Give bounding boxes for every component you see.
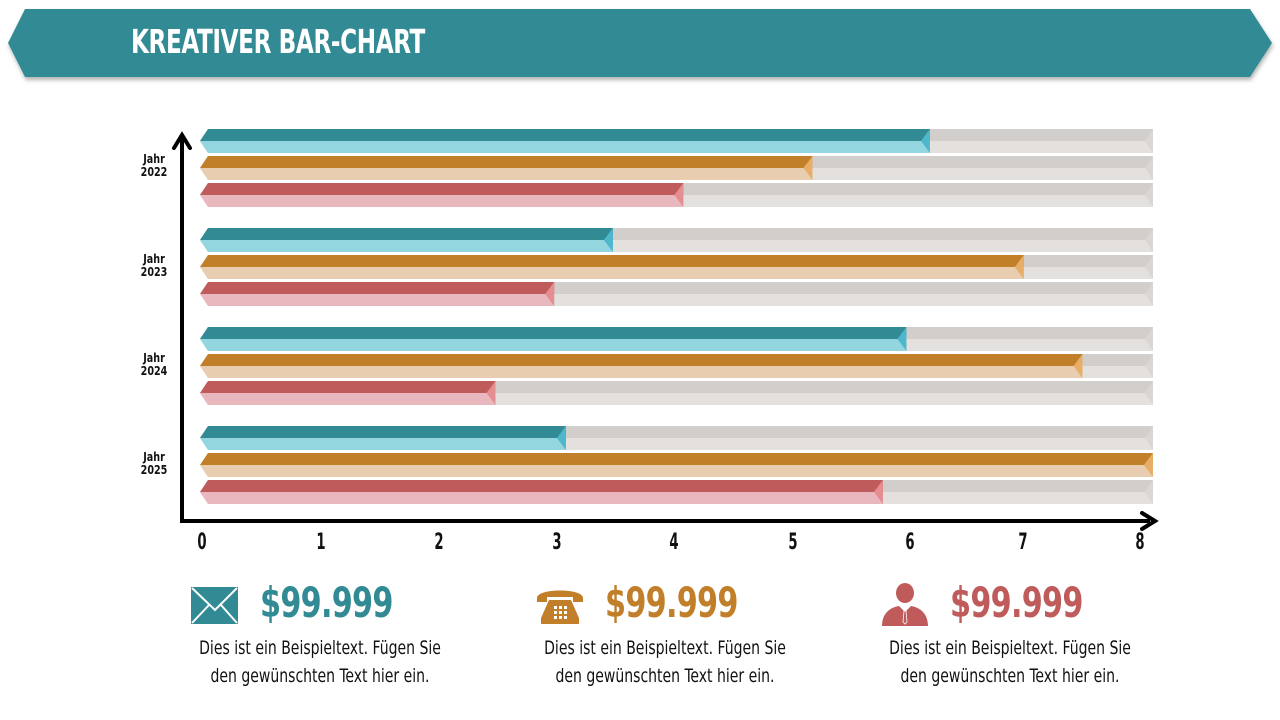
bar-bottom [200, 195, 684, 207]
bar-tip [556, 426, 566, 450]
track-end [1144, 129, 1153, 153]
bar-tip [803, 156, 813, 180]
track-end [1144, 354, 1153, 378]
x-tick-label: 2 [434, 530, 444, 555]
envelope-icon [191, 587, 238, 624]
track-end [1144, 282, 1153, 306]
track-end [1144, 183, 1153, 207]
bar-bottom [200, 294, 555, 306]
track-end [1144, 327, 1153, 351]
track-end [1144, 255, 1153, 279]
bar-top [200, 354, 1083, 366]
y-axis-arrow [172, 131, 192, 150]
y-label-line2: 2023 [140, 265, 168, 279]
bar-bottom [200, 492, 883, 504]
bar-2024-series-1 [200, 327, 907, 351]
bar-top [200, 255, 1024, 267]
bar-tip [545, 282, 555, 306]
card-description: Dies ist ein Beispieltext. Fügen Sie den… [889, 637, 1131, 687]
bar-bottom [200, 168, 813, 180]
bar-top [200, 327, 907, 339]
y-label-2024: Jahr 2024 [130, 352, 178, 378]
track-end [1144, 426, 1153, 450]
bar-top [200, 480, 883, 492]
bar-tip [897, 327, 907, 351]
header-banner [8, 9, 1272, 77]
bar-2022-series-1 [200, 129, 930, 153]
bar-tip [1073, 354, 1083, 378]
bar-bottom [200, 267, 1024, 279]
bar-2023-series-2 [200, 255, 1024, 279]
card-description: Dies ist ein Beispieltext. Fügen Sie den… [544, 637, 786, 687]
bar-tip [920, 129, 930, 153]
bar-bottom [200, 240, 613, 252]
telephone-icon [537, 590, 583, 624]
bar-2025-series-3 [200, 480, 883, 504]
y-label-2022: Jahr 2022 [130, 153, 178, 179]
y-label-line1: Jahr [143, 351, 165, 365]
bar-2024-series-3 [200, 381, 496, 405]
bar-bottom [200, 141, 930, 153]
card-value: $99.999 [605, 578, 738, 627]
x-tick-label: 3 [552, 530, 562, 555]
header-shape [8, 9, 1272, 77]
x-tick-label: 5 [788, 530, 798, 555]
bar-top [200, 129, 930, 141]
track-end [1144, 228, 1153, 252]
track-end [1144, 480, 1153, 504]
bar-bottom [200, 438, 566, 450]
bar-top [200, 282, 555, 294]
bar-2023-series-1 [200, 228, 613, 252]
y-label-line1: Jahr [143, 450, 165, 464]
x-tick-label: 7 [1018, 530, 1028, 555]
bar-2024-series-2 [200, 354, 1083, 378]
page-title: KREATIVER BAR-CHART [131, 22, 425, 61]
axes [172, 131, 1159, 531]
x-tick-label: 8 [1135, 530, 1145, 555]
x-tick-label: 0 [197, 530, 207, 555]
bar-bottom [200, 465, 1153, 477]
x-axis-arrow [1140, 511, 1159, 531]
bar-2022-series-2 [200, 156, 813, 180]
y-label-line2: 2025 [140, 463, 168, 477]
bar-tip [873, 480, 883, 504]
y-label-2025: Jahr 2025 [130, 451, 178, 477]
track-end [1144, 381, 1153, 405]
bar-tip [603, 228, 613, 252]
x-tick-label: 1 [316, 530, 326, 555]
card-value: $99.999 [260, 578, 393, 627]
bar-marks [200, 129, 1153, 504]
bar-2023-series-3 [200, 282, 555, 306]
y-label-line1: Jahr [143, 152, 165, 166]
y-label-line2: 2024 [140, 364, 168, 378]
bar-top [200, 381, 496, 393]
y-label-2023: Jahr 2023 [130, 253, 178, 279]
bar-top [200, 228, 613, 240]
bar-top [200, 156, 813, 168]
bar-tip [1014, 255, 1024, 279]
x-tick-label: 6 [905, 530, 915, 555]
y-label-line1: Jahr [143, 252, 165, 266]
person-icon [882, 583, 928, 626]
bar-2022-series-3 [200, 183, 684, 207]
bar-tip [1143, 453, 1153, 477]
bar-bottom [200, 393, 496, 405]
track-end [1144, 156, 1153, 180]
bar-bottom [200, 366, 1083, 378]
bar-2025-series-2 [200, 453, 1153, 477]
x-tick-label: 4 [669, 530, 679, 555]
y-label-line2: 2022 [140, 165, 168, 179]
bar-tip [486, 381, 496, 405]
card-value: $99.999 [950, 578, 1083, 627]
bar-top [200, 183, 684, 195]
bar-tip [674, 183, 684, 207]
bar-top [200, 453, 1153, 465]
bar-2025-series-1 [200, 426, 566, 450]
card-description: Dies ist ein Beispieltext. Fügen Sie den… [199, 637, 441, 687]
bar-bottom [200, 339, 907, 351]
bar-top [200, 426, 566, 438]
